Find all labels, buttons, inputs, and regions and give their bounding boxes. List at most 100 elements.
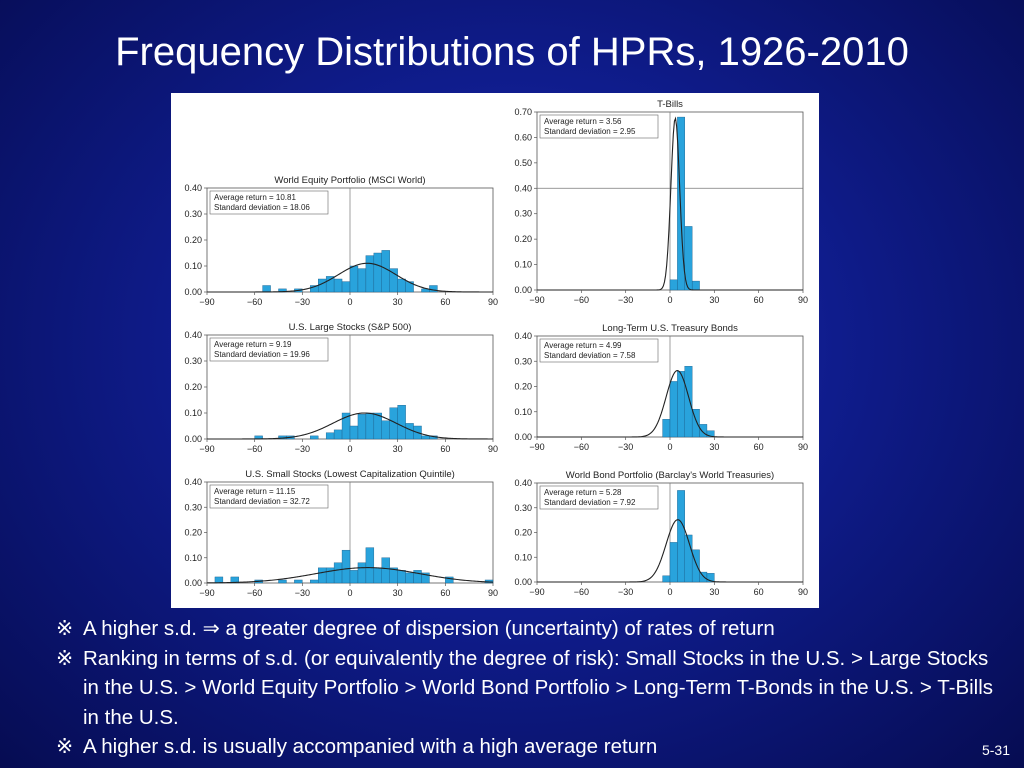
x-tick-label: 60 [440, 588, 450, 598]
x-tick-label: −30 [295, 444, 310, 454]
histogram-bar [677, 490, 685, 583]
legend-standard-deviation: Standard deviation = 18.06 [214, 203, 310, 212]
histogram-bar [357, 562, 367, 584]
chart-title: U.S. Large Stocks (S&P 500) [289, 322, 412, 333]
histogram-bar [397, 570, 406, 584]
histogram-bar [325, 276, 335, 293]
y-tick-label: 0.40 [184, 183, 202, 193]
x-tick-label: −90 [199, 297, 214, 307]
histogram-bar [662, 419, 671, 438]
histogram-bar [349, 425, 359, 440]
histogram-bar [669, 279, 678, 291]
histogram-bar [357, 414, 367, 440]
x-tick-label: −90 [529, 295, 544, 305]
y-tick-label: 0.20 [184, 382, 202, 392]
x-tick-label: 60 [440, 297, 450, 307]
chart-title: Long-Term U.S. Treasury Bonds [602, 323, 738, 334]
x-tick-label: 90 [488, 444, 498, 454]
y-tick-label: 0.40 [514, 331, 532, 341]
y-tick-label: 0.10 [184, 261, 202, 271]
histogram-bar [421, 572, 430, 584]
y-tick-label: 0.10 [514, 552, 532, 562]
y-tick-label: 0.30 [184, 209, 202, 219]
histogram-bar [349, 570, 359, 584]
histogram-bar [318, 278, 327, 293]
legend-standard-deviation: Standard deviation = 19.96 [214, 350, 310, 359]
y-tick-label: 0.20 [184, 528, 202, 538]
y-tick-label: 0.30 [514, 209, 532, 219]
bullet-item: ※ A higher s.d. ⇒ a greater degree of di… [56, 614, 996, 644]
normal-curve [206, 567, 494, 584]
y-tick-label: 0.00 [514, 577, 532, 587]
bullet-item: ※ A higher s.d. is usually accompanied w… [56, 732, 996, 762]
x-tick-label: 30 [393, 444, 403, 454]
histogram-bar [691, 409, 700, 438]
x-tick-label: 60 [754, 442, 764, 452]
bullet-mark: ※ [56, 617, 74, 640]
x-tick-label: −90 [529, 442, 544, 452]
x-tick-label: 0 [667, 295, 672, 305]
y-tick-label: 0.20 [514, 382, 532, 392]
bullet-list: ※ A higher s.d. ⇒ a greater degree of di… [56, 614, 996, 762]
stats-legend-box [209, 484, 329, 509]
x-tick-label: 0 [667, 442, 672, 452]
y-tick-label: 0.00 [514, 285, 532, 295]
x-tick-label: −30 [618, 587, 633, 597]
page-number: 5-31 [981, 742, 1010, 758]
x-tick-label: 30 [393, 297, 403, 307]
chart-title: T-Bills [657, 99, 683, 110]
y-tick-label: 0.10 [514, 260, 532, 270]
y-tick-label: 0.00 [184, 578, 202, 588]
stats-legend-box [539, 338, 659, 363]
legend-average-return: Average return = 4.99 [544, 341, 622, 350]
histogram-bar [445, 576, 454, 584]
x-tick-label: 30 [709, 587, 719, 597]
histogram-bar [429, 285, 438, 293]
x-tick-label: 30 [709, 442, 719, 452]
legend-average-return: Average return = 10.81 [214, 193, 296, 202]
histogram-bar [691, 280, 700, 291]
histogram-bar [691, 549, 700, 583]
y-tick-label: 0.10 [184, 408, 202, 418]
y-tick-label: 0.00 [514, 432, 532, 442]
slide-title: Frequency Distributions of HPRs, 1926-20… [115, 30, 909, 74]
histogram-bar [677, 116, 685, 291]
histogram-bar [373, 252, 382, 293]
x-tick-label: 90 [488, 297, 498, 307]
x-tick-label: 90 [798, 587, 808, 597]
bullet-item: ※ Ranking in terms of s.d. (or equivalen… [56, 644, 996, 733]
x-tick-label: 0 [347, 444, 352, 454]
histogram-grid: −90 −60 −30 0 30 60 90 0.00 0.10 0.20 0.30 0.40 Worl… [184, 99, 808, 598]
stats-legend-box [209, 190, 329, 215]
y-tick-label: 0.20 [514, 528, 532, 538]
legend-average-return: Average return = 5.28 [544, 488, 622, 497]
y-tick-label: 0.70 [514, 107, 532, 117]
bullet-mark: ※ [56, 735, 74, 758]
y-tick-label: 0.00 [184, 434, 202, 444]
y-tick-label: 0.20 [514, 234, 532, 244]
histogram-bar [214, 576, 224, 584]
stats-legend-box [539, 485, 659, 510]
x-tick-label: −90 [199, 444, 214, 454]
x-tick-label: −90 [199, 588, 214, 598]
normal-curve [207, 412, 493, 440]
histogram-bar [699, 424, 708, 438]
x-tick-label: 90 [798, 295, 808, 305]
x-tick-label: 0 [667, 587, 672, 597]
histogram-bar [684, 366, 693, 438]
y-tick-label: 0.30 [184, 356, 202, 366]
histogram-bar [706, 430, 715, 438]
legend-average-return: Average return = 11.15 [214, 487, 296, 496]
histogram-bar [669, 542, 678, 583]
histogram-bar [669, 381, 678, 438]
y-tick-label: 0.40 [514, 478, 532, 488]
x-tick-label: 30 [393, 588, 403, 598]
chart-title: World Equity Portfolio (MSCI World) [274, 175, 425, 186]
histogram-bar [349, 265, 359, 293]
histogram-bar [397, 405, 406, 440]
x-tick-label: 60 [754, 295, 764, 305]
y-tick-label: 0.30 [514, 356, 532, 366]
histogram-bar [365, 547, 375, 584]
x-tick-label: −60 [247, 297, 262, 307]
x-tick-label: 90 [488, 588, 498, 598]
